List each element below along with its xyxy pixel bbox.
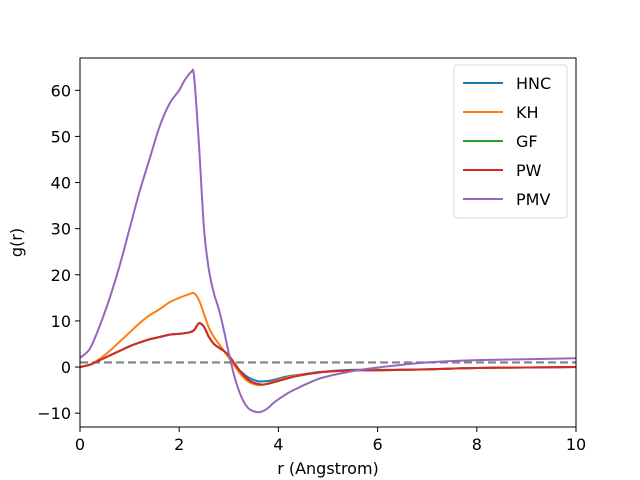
x-tick-label: 4 bbox=[273, 435, 283, 454]
y-tick-label: −10 bbox=[37, 404, 71, 423]
series-line-pw bbox=[80, 322, 576, 386]
y-tick-label: 30 bbox=[51, 220, 71, 239]
legend-label-gf: GF bbox=[516, 132, 538, 151]
x-axis-ticks: 0 2 4 6 8 10 bbox=[75, 427, 586, 454]
series-layer bbox=[80, 68, 576, 414]
legend-label-hnc: HNC bbox=[516, 74, 551, 93]
legend-label-pw: PW bbox=[516, 161, 542, 180]
x-tick-label: 2 bbox=[174, 435, 184, 454]
x-tick-label: 6 bbox=[373, 435, 383, 454]
legend-box bbox=[453, 64, 568, 219]
y-tick-label: 20 bbox=[51, 266, 71, 285]
y-tick-label: 40 bbox=[51, 174, 71, 193]
legend-label-kh: KH bbox=[516, 103, 539, 122]
x-tick-label: 10 bbox=[566, 435, 586, 454]
x-tick-label: 8 bbox=[472, 435, 482, 454]
x-axis-label: r (Angstrom) bbox=[277, 459, 379, 478]
y-tick-label: 50 bbox=[51, 127, 71, 146]
y-tick-label: 0 bbox=[61, 358, 71, 377]
x-tick-label: 0 bbox=[75, 435, 85, 454]
series-line-pmv bbox=[80, 68, 576, 414]
legend: HNC KH GF PW PMV bbox=[453, 64, 568, 219]
y-axis-ticks: −10 0 10 20 30 40 50 60 bbox=[37, 81, 80, 423]
y-tick-label: 10 bbox=[51, 312, 71, 331]
y-axis-label: g(r) bbox=[7, 228, 26, 257]
legend-label-pmv: PMV bbox=[516, 190, 550, 209]
y-tick-label: 60 bbox=[51, 81, 71, 100]
axes-frame bbox=[79, 57, 577, 428]
